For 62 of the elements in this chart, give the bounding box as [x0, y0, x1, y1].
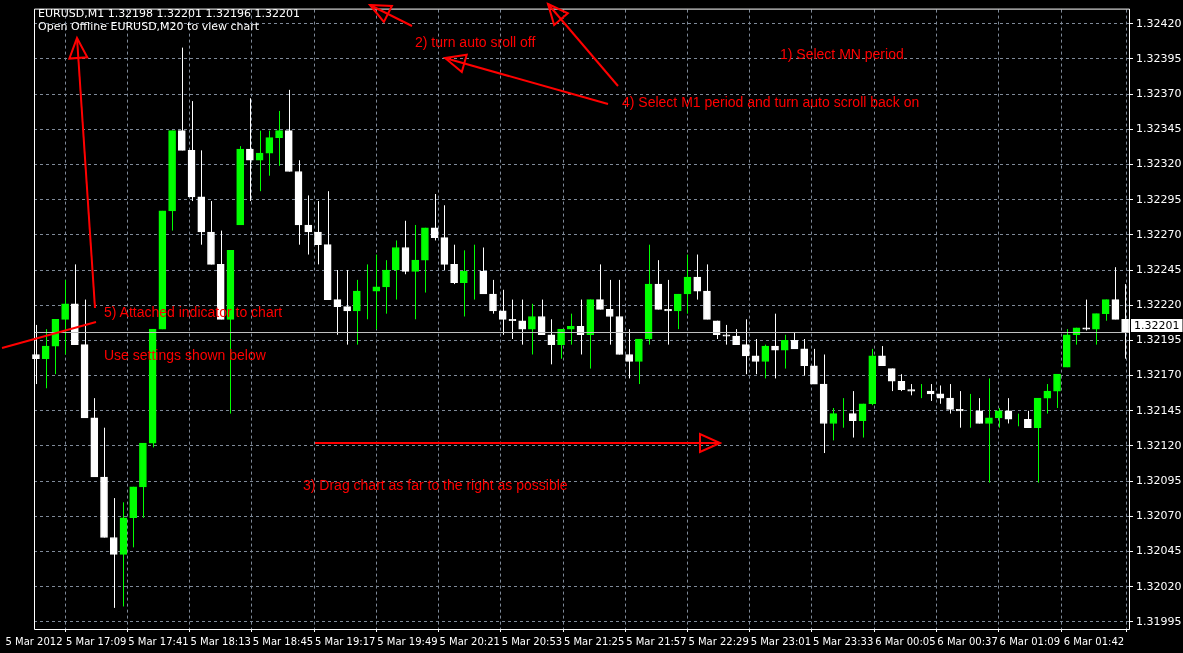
x-tick-label: 5 Mar 18:13: [190, 635, 251, 647]
x-tick-label: 6 Mar 01:42: [1063, 635, 1125, 647]
y-tick-label: 1.32220: [1136, 298, 1182, 312]
y-tick-label: 1.32045: [1136, 544, 1182, 558]
x-tick-label: 6 Mar 00:37: [937, 635, 998, 647]
candlestick: [771, 313, 779, 379]
x-tick-label: 5 Mar 20:21: [439, 635, 500, 647]
y-tick-label: 1.32395: [1136, 51, 1182, 65]
y-tick-label: 1.32120: [1136, 438, 1182, 452]
x-tick-label: 5 Mar 22:29: [688, 635, 749, 647]
candlestick: [109, 497, 118, 609]
y-tick-label: 1.32420: [1136, 16, 1182, 30]
candlestick: [177, 47, 186, 151]
x-tick-label: 5 Mar 21:25: [563, 635, 625, 647]
y-tick-label: 1.32245: [1136, 262, 1182, 276]
candlestick: [596, 263, 604, 310]
candlestick: [625, 328, 633, 379]
x-tick-label: 5 Mar 17:09: [66, 635, 127, 647]
x-tick-label: 6 Mar 00:05: [875, 635, 936, 647]
candlestick: [1082, 299, 1091, 332]
candlestick: [61, 279, 69, 355]
candlestick: [780, 334, 789, 370]
x-tick-label: 5 Mar 2012: [5, 635, 63, 647]
annotation: 1) Select MN period: [780, 46, 904, 62]
x-tick-label: 6 Mar 01:09: [999, 635, 1061, 647]
y-tick-label: 1.32095: [1136, 474, 1182, 488]
y-tick-label: 1.32020: [1136, 579, 1182, 593]
candlestick: [994, 407, 1003, 429]
annotation: 3) Drag chart as far to the right as possible: [303, 477, 568, 493]
y-tick-label: 1.32070: [1136, 509, 1182, 523]
chart-title: EURUSD,M1 1.32198 1.32201 1.32196 1.32201: [38, 7, 301, 20]
annotation: 2) turn auto sroll off: [415, 34, 536, 50]
candlestick: [284, 89, 293, 172]
candlestick: [907, 383, 915, 396]
y-tick-label: 1.32195: [1136, 333, 1182, 347]
x-tick-label: 5 Mar 20:53: [501, 635, 563, 647]
text: Open Offline EURUSD,M20 to view chart: [38, 20, 260, 33]
x-tick-label: 5 Mar 23:01: [750, 635, 812, 647]
y-tick-label: 1.32345: [1136, 122, 1182, 136]
y-tick-label: 1.31995: [1136, 614, 1182, 628]
x-tick-label: 5 Mar 21:57: [626, 635, 687, 647]
y-tick-label: 1.32295: [1136, 192, 1182, 206]
x-tick-label: 5 Mar 17:41: [128, 635, 189, 647]
y-tick-label: 1.32170: [1136, 368, 1182, 382]
y-tick-label: 1.32370: [1136, 86, 1182, 100]
candlestick: [275, 110, 283, 167]
candlestick: [605, 279, 614, 346]
annotation: 4) Select M1 period and turn auto scroll back on: [622, 94, 920, 110]
x-tick-label: 5 Mar 18:45: [252, 635, 314, 647]
y-tick-label: 1.32320: [1136, 157, 1182, 171]
candlestick: [343, 269, 351, 346]
candlestick: [887, 368, 896, 392]
ref-line-label: 1.32201: [1134, 318, 1180, 332]
candlestick: [975, 397, 984, 424]
x-tick-label: 5 Mar 23:33: [812, 635, 874, 647]
candlestick: [421, 227, 429, 294]
candlestick: [722, 324, 731, 346]
x-tick-label: 5 Mar 19:17: [314, 635, 376, 647]
y-tick-label: 1.32145: [1136, 403, 1182, 417]
y-tick-label: 1.32270: [1136, 227, 1182, 241]
candlestick: [848, 390, 857, 439]
x-tick-label: 5 Mar 19:49: [377, 635, 438, 647]
